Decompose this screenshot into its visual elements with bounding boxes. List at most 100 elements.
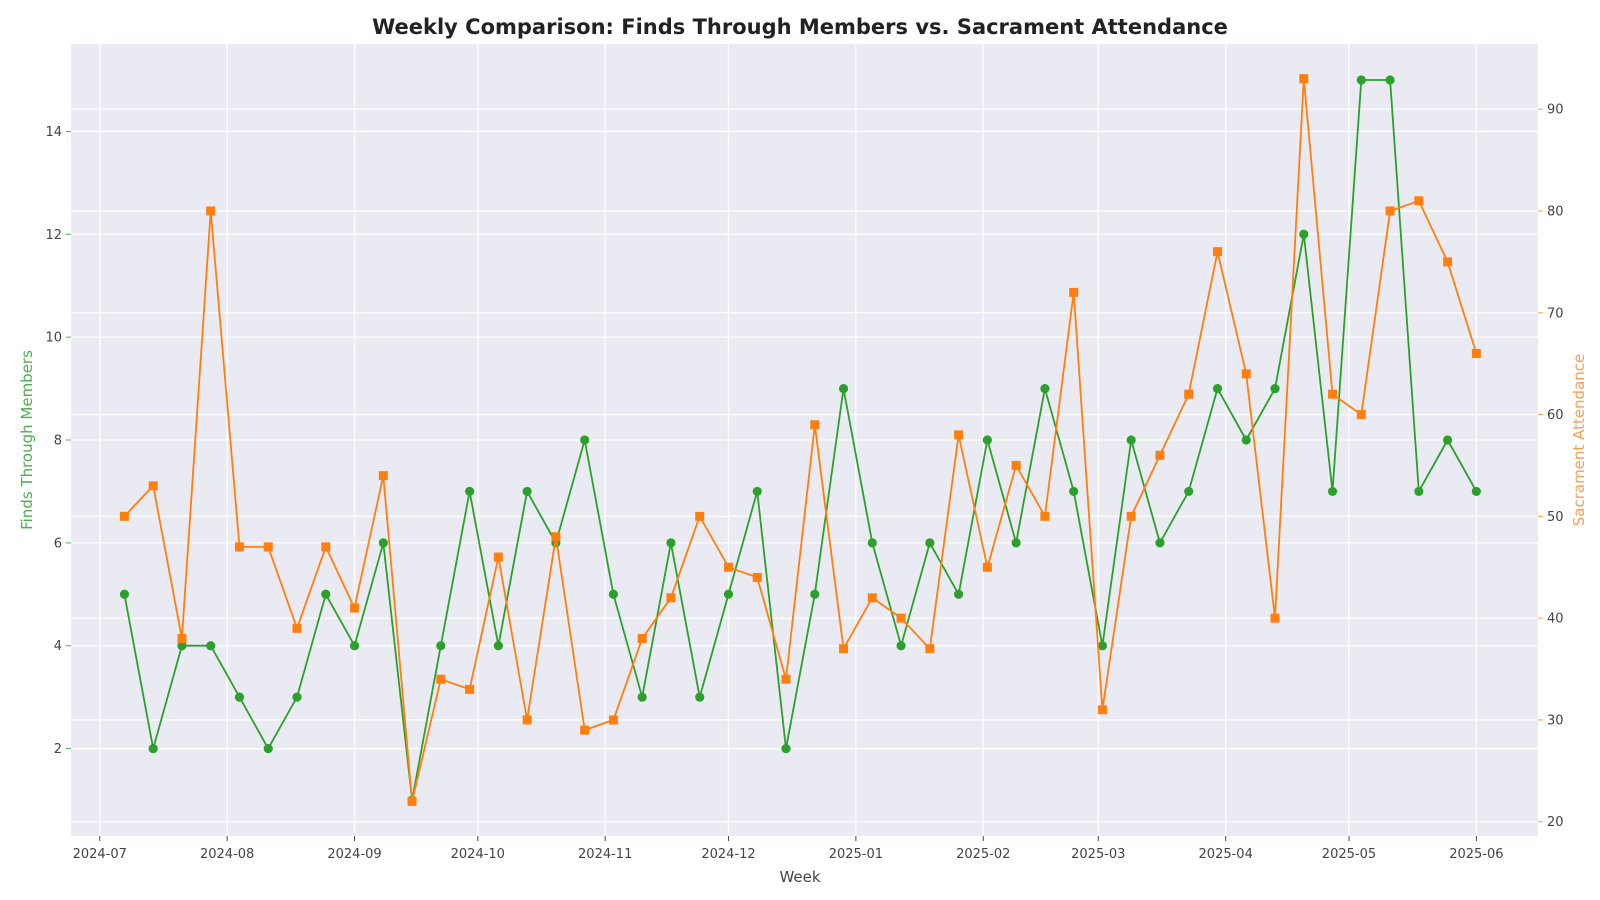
data-point <box>148 481 158 491</box>
x-tick-label: 2025-03 <box>1071 847 1125 862</box>
x-axis-label: Week <box>779 868 820 886</box>
series-attendance <box>119 74 1481 806</box>
x-tick-label: 2024-07 <box>73 847 127 862</box>
data-point <box>580 435 590 445</box>
right-y-tick-label: 20 <box>1547 815 1564 830</box>
data-point <box>436 641 446 651</box>
left-y-tick-label: 14 <box>45 125 62 140</box>
data-point <box>1443 257 1453 267</box>
data-point <box>1126 511 1136 521</box>
data-point <box>321 589 331 599</box>
data-point <box>148 743 158 754</box>
data-point <box>1414 196 1424 206</box>
right-y-tick-label: 70 <box>1547 306 1564 321</box>
left-y-tick-label: 12 <box>45 228 62 243</box>
data-point <box>1069 486 1079 497</box>
data-point <box>1356 75 1366 85</box>
right-y-tick-label: 90 <box>1547 103 1564 118</box>
series-line <box>123 77 1478 803</box>
data-point <box>752 486 762 497</box>
x-tick-label: 2025-02 <box>956 847 1010 862</box>
data-point <box>1212 247 1222 257</box>
data-point <box>177 641 187 651</box>
data-point <box>695 511 705 521</box>
chart-title: Weekly Comparison: Finds Through Members… <box>372 15 1228 39</box>
data-point <box>292 692 302 702</box>
data-point <box>1069 287 1079 297</box>
right-y-axis-label: Sacrament Attendance <box>1570 354 1588 527</box>
x-tick-label: 2025-01 <box>829 847 883 862</box>
data-point <box>608 715 618 725</box>
data-point <box>925 644 935 654</box>
data-point <box>896 613 906 623</box>
data-point <box>1155 450 1165 460</box>
data-point <box>1126 435 1136 445</box>
data-point <box>1385 75 1395 85</box>
data-point <box>1011 538 1021 548</box>
data-point <box>378 538 388 548</box>
x-tick-label: 2024-09 <box>327 847 381 862</box>
data-point <box>263 743 273 754</box>
data-point <box>1040 511 1050 521</box>
data-point <box>522 486 532 497</box>
data-point <box>349 641 360 651</box>
data-point <box>119 589 130 599</box>
data-point <box>1299 229 1309 239</box>
data-point <box>953 589 964 599</box>
data-point <box>608 589 619 599</box>
x-tick-label: 2025-05 <box>1322 847 1376 862</box>
data-point <box>522 715 532 725</box>
x-tick-label: 2024-12 <box>701 847 755 862</box>
data-point <box>839 644 849 654</box>
data-point <box>1184 486 1194 497</box>
data-point <box>493 552 503 562</box>
data-point <box>1011 460 1021 470</box>
data-point <box>1327 486 1338 497</box>
data-point <box>810 589 820 599</box>
data-point <box>666 538 676 548</box>
right-y-tick-label: 80 <box>1547 204 1564 219</box>
data-point <box>1241 435 1251 445</box>
data-point <box>1270 613 1280 623</box>
axes: 2024-07 2024-08 2024-09 2024-10 2024-11 2024-… <box>45 103 1563 862</box>
left-y-tick-label: 8 <box>54 434 62 449</box>
data-point <box>1328 389 1338 399</box>
data-point <box>465 684 475 694</box>
data-point <box>551 532 561 542</box>
data-point <box>378 471 388 481</box>
right-y-tick-label: 40 <box>1547 612 1564 627</box>
data-point <box>1442 435 1453 445</box>
data-point <box>781 674 791 684</box>
data-point <box>1212 383 1223 394</box>
data-point <box>493 641 503 651</box>
data-point <box>723 562 733 572</box>
data-point <box>1241 369 1251 379</box>
data-point <box>263 542 273 552</box>
data-point <box>637 692 647 702</box>
data-point <box>867 593 877 603</box>
data-point <box>1356 410 1366 420</box>
right-y-tick-label: 60 <box>1547 408 1564 423</box>
data-point <box>292 623 302 633</box>
x-tick-label: 2024-10 <box>451 847 505 862</box>
data-point <box>925 538 935 548</box>
data-point <box>1471 348 1481 358</box>
data-point <box>436 674 446 684</box>
data-point <box>580 725 590 735</box>
data-point <box>1155 538 1165 548</box>
data-point <box>234 692 245 702</box>
data-point <box>723 589 734 599</box>
series-layer <box>119 74 1481 806</box>
x-tick-label: 2024-08 <box>200 847 254 862</box>
data-point <box>896 641 906 651</box>
x-tick-label: 2024-11 <box>578 847 632 862</box>
series-line <box>123 79 1478 801</box>
data-point <box>810 420 820 430</box>
data-point <box>234 542 244 552</box>
data-point <box>350 603 360 613</box>
left-y-tick-label: 10 <box>45 331 62 346</box>
data-point <box>1184 389 1194 399</box>
data-point <box>1385 206 1395 216</box>
data-point <box>867 538 877 548</box>
